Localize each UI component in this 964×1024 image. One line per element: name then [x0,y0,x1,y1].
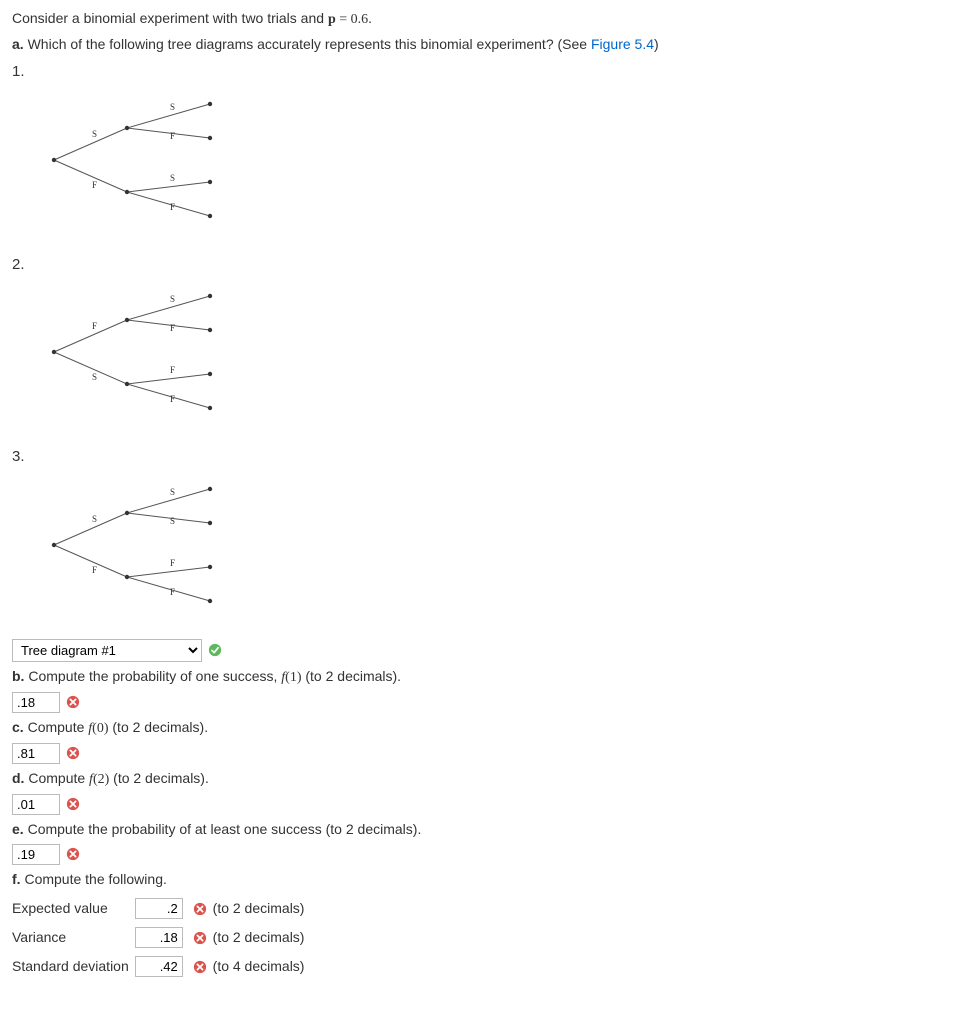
sd-label: Standard deviation [12,952,135,981]
var-label: Variance [12,923,135,952]
t3-top-lower-label: S [170,516,175,526]
part-d-label: d. [12,770,24,786]
p-var: p [328,12,336,27]
part-b-arg: (1) [285,670,301,685]
tree-3-number: 3. [12,446,952,469]
tree-2-diagram: F S S F F F [42,282,222,422]
t2-bot-lower-label: F [170,394,175,404]
t3-bot-lower-label: F [170,587,175,597]
t1-bot-lower-label: F [170,202,175,212]
t3-top-upper-label: S [170,487,175,497]
part-c-pre: Compute [24,719,89,735]
tree-select[interactable]: Tree diagram #1 [12,639,202,662]
part-d: d. Compute f(2) (to 2 decimals). [12,768,952,790]
t1-top-upper-label: S [170,102,175,112]
eq-sign: = [336,12,351,27]
t1-bot-left-label: F [92,180,97,190]
part-b-post: (to 2 decimals). [301,668,401,684]
check-icon [208,643,222,657]
tree-3-block: 3. S F S S F F [12,446,952,621]
part-a-label: a. [12,36,24,52]
table-row: Expected value (to 2 decimals) [12,894,310,923]
part-c: c. Compute f(0) (to 2 decimals). [12,717,952,739]
t2-bot-upper-label: F [170,365,175,375]
part-c-label: c. [12,719,24,735]
part-e-label: e. [12,821,24,837]
t1-top-lower-label: F [170,131,175,141]
part-b-pre: Compute the probability of one success, [24,668,281,684]
part-e: e. Compute the probability of at least o… [12,819,952,840]
answer-e-input[interactable] [12,844,60,865]
intro-line: Consider a binomial experiment with two … [12,8,952,30]
part-e-text: Compute the probability of at least one … [24,821,422,837]
x-icon [193,902,207,916]
part-c-post: (to 2 decimals). [109,719,209,735]
tree-2-number: 2. [12,254,952,277]
t2-bot-left-label: S [92,372,97,382]
tree-3-diagram: S F S S F F [42,475,222,615]
ev-label: Expected value [12,894,135,923]
part-b: b. Compute the probability of one succes… [12,666,952,688]
x-icon [66,746,80,760]
answer-e-row [12,844,952,865]
answer-d-input[interactable] [12,794,60,815]
part-d-post: (to 2 decimals). [109,770,209,786]
t3-top-left-label: S [92,514,97,524]
t1-bot-upper-label: S [170,173,175,183]
x-icon [193,960,207,974]
sd-input[interactable] [135,956,183,977]
x-icon [66,695,80,709]
x-icon [193,931,207,945]
intro-pre: Consider a binomial experiment with two … [12,10,328,26]
answer-c-input[interactable] [12,743,60,764]
answer-b-row [12,692,952,713]
t2-top-lower-label: F [170,323,175,333]
tree-1-diagram: S F S F S F [42,90,222,230]
part-a: a. Which of the following tree diagrams … [12,34,952,55]
answer-c-row [12,743,952,764]
ev-input[interactable] [135,898,183,919]
part-f-label: f. [12,871,21,887]
x-icon [66,847,80,861]
table-row: Variance (to 2 decimals) [12,923,310,952]
part-b-label: b. [12,668,24,684]
part-a-after: ) [654,36,659,52]
part-d-pre: Compute [24,770,89,786]
t3-bot-left-label: F [92,565,97,575]
t2-top-left-label: F [92,321,97,331]
tree-2-block: 2. F S S F F F [12,254,952,429]
part-f: f. Compute the following. [12,869,952,890]
answer-d-row [12,794,952,815]
tree-1-number: 1. [12,61,952,84]
p-value: 0.6 [351,12,369,27]
part-c-arg: (0) [92,721,108,736]
t2-top-upper-label: S [170,294,175,304]
var-input[interactable] [135,927,183,948]
intro-post: . [368,10,372,26]
figure-link[interactable]: Figure 5.4 [591,36,654,52]
part-a-text: Which of the following tree diagrams acc… [24,36,591,52]
tree-1-block: 1. S F S F S F [12,61,952,236]
stats-table: Expected value (to 2 decimals) Variance … [12,894,310,981]
x-icon [66,797,80,811]
t1-top-left-label: S [92,129,97,139]
table-row: Standard deviation (to 4 decimals) [12,952,310,981]
part-d-arg: (2) [93,772,109,787]
ev-note: (to 2 decimals) [213,894,311,923]
var-note: (to 2 decimals) [213,923,311,952]
part-f-text: Compute the following. [21,871,167,887]
t3-bot-upper-label: F [170,558,175,568]
answer-a-row: Tree diagram #1 [12,639,952,662]
answer-b-input[interactable] [12,692,60,713]
sd-note: (to 4 decimals) [213,952,311,981]
